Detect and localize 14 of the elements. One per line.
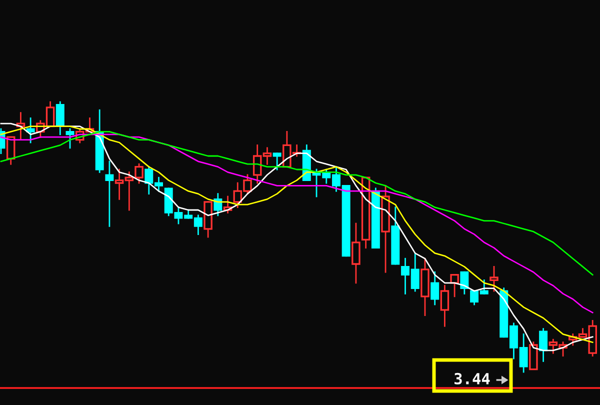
- candlestick: [381, 185, 390, 273]
- candlestick: [352, 222, 360, 284]
- candlestick: [26, 118, 35, 144]
- candlestick: [105, 160, 114, 227]
- candlestick: [539, 328, 548, 362]
- candlestick: [490, 266, 498, 292]
- candlestick: [460, 271, 469, 294]
- candlestick: [430, 271, 440, 306]
- candlestick: [440, 284, 450, 327]
- candlestick: [56, 101, 64, 136]
- candlestick: [420, 258, 430, 316]
- candlestick: [272, 152, 282, 170]
- candlestick: [66, 128, 74, 149]
- text: 3.44: [454, 372, 490, 384]
